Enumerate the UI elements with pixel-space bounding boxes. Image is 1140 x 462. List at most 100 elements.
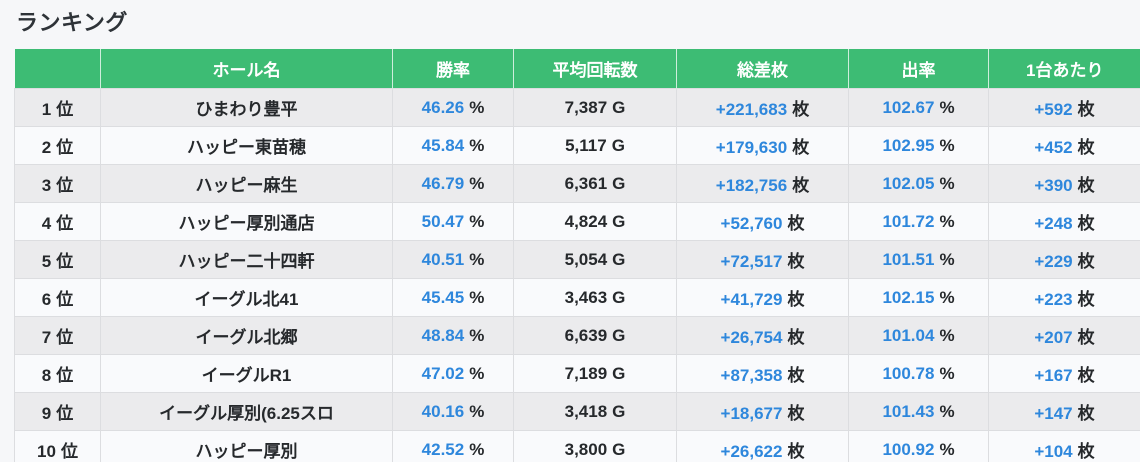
rank-value: 4 (41, 214, 52, 233)
payout-unit: % (939, 439, 955, 459)
win_rate-unit: % (469, 401, 485, 421)
per_unit-value: +452 (1034, 138, 1073, 157)
win_rate-unit: % (469, 363, 485, 383)
avg_spins-unit: G (611, 135, 625, 155)
avg-spins-cell: 7,189 G (513, 354, 677, 393)
avg_spins-unit: G (612, 363, 626, 383)
win-rate-cell: 45.45% (392, 278, 514, 317)
total_diff-value: +52,760 (720, 214, 783, 233)
win_rate-unit: % (469, 173, 485, 193)
total_diff-value: +26,622 (720, 442, 783, 461)
hall-name-cell: イーグル北41 (100, 278, 393, 317)
total_diff-value: +18,677 (720, 404, 783, 423)
rank-unit: 位 (56, 404, 74, 423)
payout-cell: 101.43% (848, 392, 989, 431)
avg_spins-value: 7,387 (564, 97, 608, 117)
per_unit-value: +167 (1034, 366, 1073, 385)
table-row: 3 位ハッピー麻生 46.79% 6,361 G +182,756 枚 102.05% +390… (14, 164, 1140, 203)
rank-value: 7 (41, 328, 52, 347)
rank-unit: 位 (56, 100, 74, 119)
payout-unit: % (939, 211, 955, 231)
avg_spins-value: 7,189 (564, 363, 608, 383)
rank-value: 2 (41, 138, 52, 157)
win_rate-unit: % (469, 325, 485, 345)
avg-spins-cell: 7,387 G (513, 88, 677, 127)
table-row: 9 位イーグル厚別(6.25スロ 40.16% 3,418 G +18,677 枚 101.4… (14, 392, 1140, 431)
payout-cell: 101.04% (848, 316, 989, 355)
payout-cell: 102.95% (848, 126, 989, 165)
per_unit-unit: 枚 (1077, 100, 1095, 119)
payout-cell: 101.72% (848, 202, 989, 241)
per-unit-cell: +104 枚 (988, 430, 1140, 462)
win_rate-value: 46.79 (421, 173, 465, 193)
rank-value: 8 (41, 366, 52, 385)
per-unit-cell: +223 枚 (988, 278, 1140, 317)
total_diff-value: +72,517 (720, 252, 783, 271)
win-rate-cell: 50.47% (392, 202, 514, 241)
win-rate-cell: 47.02% (392, 354, 514, 393)
avg-spins-cell: 3,463 G (513, 278, 677, 317)
per-unit-cell: +452 枚 (988, 126, 1140, 165)
payout-unit: % (939, 325, 955, 345)
win_rate-value: 48.84 (421, 325, 465, 345)
rank-unit: 位 (56, 366, 74, 385)
avg_spins-value: 6,361 (564, 173, 608, 193)
total_diff-unit: 枚 (787, 442, 805, 461)
table-body: 1 位ひまわり豊平 46.26% 7,387 G +221,683 枚 102.67% +592… (14, 88, 1140, 462)
per-unit-cell: +390 枚 (988, 164, 1140, 203)
avg_spins-value: 3,463 (564, 287, 608, 307)
payout-value: 101.43 (882, 401, 935, 421)
per_unit-unit: 枚 (1077, 442, 1095, 461)
rank-unit: 位 (56, 328, 74, 347)
total_diff-value: +182,756 (715, 176, 788, 195)
rank-unit: 位 (56, 290, 74, 309)
payout-unit: % (939, 363, 955, 383)
total-diff-cell: +179,630 枚 (676, 126, 849, 165)
win_rate-unit: % (469, 249, 485, 269)
rank-value: 1 (41, 100, 52, 119)
avg_spins-value: 3,800 (564, 439, 608, 459)
hall-name-cell: ハッピー東苗穂 (100, 126, 393, 165)
payout-cell: 102.67% (848, 88, 989, 127)
win_rate-value: 47.02 (421, 363, 465, 383)
column-header-per_unit: 1台あたり (988, 49, 1140, 89)
total_diff-value: +221,683 (715, 100, 788, 119)
per_unit-unit: 枚 (1077, 252, 1095, 271)
total-diff-cell: +221,683 枚 (676, 88, 849, 127)
table-header: ホール名 勝率 平均回転数 総差枚 出率 1台あたり (14, 49, 1140, 89)
per_unit-value: +248 (1034, 214, 1073, 233)
payout-cell: 101.51% (848, 240, 989, 279)
avg_spins-unit: G (612, 401, 626, 421)
per_unit-unit: 枚 (1077, 404, 1095, 423)
payout-cell: 100.92% (848, 430, 989, 462)
total_diff-unit: 枚 (792, 100, 810, 119)
win-rate-cell: 45.84% (392, 126, 514, 165)
win_rate-unit: % (469, 211, 485, 231)
per_unit-value: +390 (1034, 176, 1073, 195)
win_rate-value: 45.84 (421, 135, 465, 155)
column-header-rank (14, 49, 101, 89)
total_diff-unit: 枚 (792, 138, 810, 157)
per-unit-cell: +592 枚 (988, 88, 1140, 127)
hall-name-cell: ハッピー厚別通店 (100, 202, 393, 241)
total_diff-unit: 枚 (787, 290, 805, 309)
per-unit-cell: +248 枚 (988, 202, 1140, 241)
total_diff-unit: 枚 (792, 176, 810, 195)
avg_spins-unit: G (612, 325, 626, 345)
avg_spins-value: 5,054 (564, 249, 608, 269)
column-header-payout: 出率 (848, 49, 989, 89)
rank-unit: 位 (56, 252, 74, 271)
total_diff-value: +41,729 (720, 290, 783, 309)
avg-spins-cell: 3,418 G (513, 392, 677, 431)
page-title: ランキング (16, 10, 128, 35)
rank-cell: 10 位 (14, 430, 101, 462)
hall-name-cell: イーグル厚別(6.25スロ (100, 392, 393, 431)
total-diff-cell: +87,358 枚 (676, 354, 849, 393)
payout-cell: 102.05% (848, 164, 989, 203)
total-diff-cell: +41,729 枚 (676, 278, 849, 317)
